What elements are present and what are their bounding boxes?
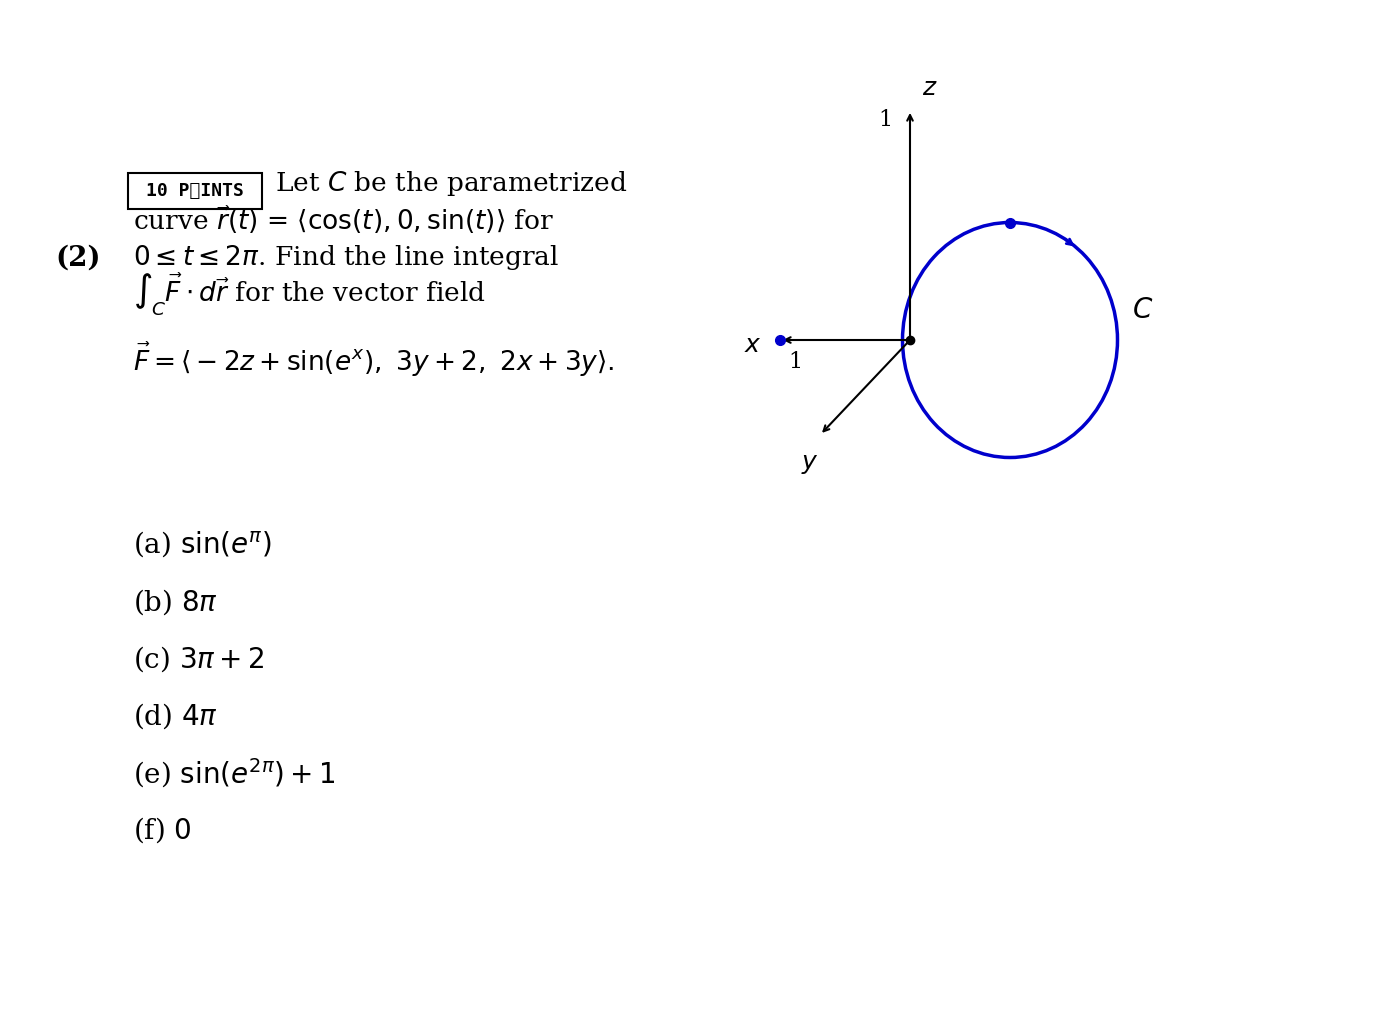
Text: 1: 1: [787, 351, 802, 373]
Text: (a) $\sin(e^\pi)$: (a) $\sin(e^\pi)$: [133, 530, 272, 561]
FancyBboxPatch shape: [128, 173, 262, 209]
Text: $x$: $x$: [744, 333, 762, 357]
Text: (f) $0$: (f) $0$: [133, 815, 191, 845]
Text: (b) $8\pi$: (b) $8\pi$: [133, 587, 218, 617]
Text: (e) $\sin(e^{2\pi}) + 1$: (e) $\sin(e^{2\pi}) + 1$: [133, 756, 335, 790]
Text: $y$: $y$: [801, 453, 819, 476]
Text: Let $C$ be the parametrized: Let $C$ be the parametrized: [274, 169, 628, 198]
Text: curve $\vec{r}(t)$ = $\langle\cos(t), 0, \sin(t)\rangle$ for: curve $\vec{r}(t)$ = $\langle\cos(t), 0,…: [133, 204, 554, 235]
Text: $\vec{F} = \langle -2z + \sin(e^x),\ 3y + 2,\ 2x + 3y\rangle.$: $\vec{F} = \langle -2z + \sin(e^x),\ 3y …: [133, 340, 614, 379]
Text: $C$: $C$: [1132, 297, 1153, 323]
Text: (2): (2): [55, 244, 101, 272]
Text: $0 \leq t \leq 2\pi$. Find the line integral: $0 \leq t \leq 2\pi$. Find the line inte…: [133, 243, 559, 273]
Text: $\int_C \vec{F} \cdot d\vec{r}$ for the vector field: $\int_C \vec{F} \cdot d\vec{r}$ for the …: [133, 272, 486, 318]
Text: $z$: $z$: [922, 77, 938, 100]
Text: (d) $4\pi$: (d) $4\pi$: [133, 701, 218, 731]
Text: 1: 1: [877, 109, 893, 131]
Text: 10 PᴏINTS: 10 PᴏINTS: [146, 182, 244, 200]
Text: (c) $3\pi + 2$: (c) $3\pi + 2$: [133, 644, 265, 674]
